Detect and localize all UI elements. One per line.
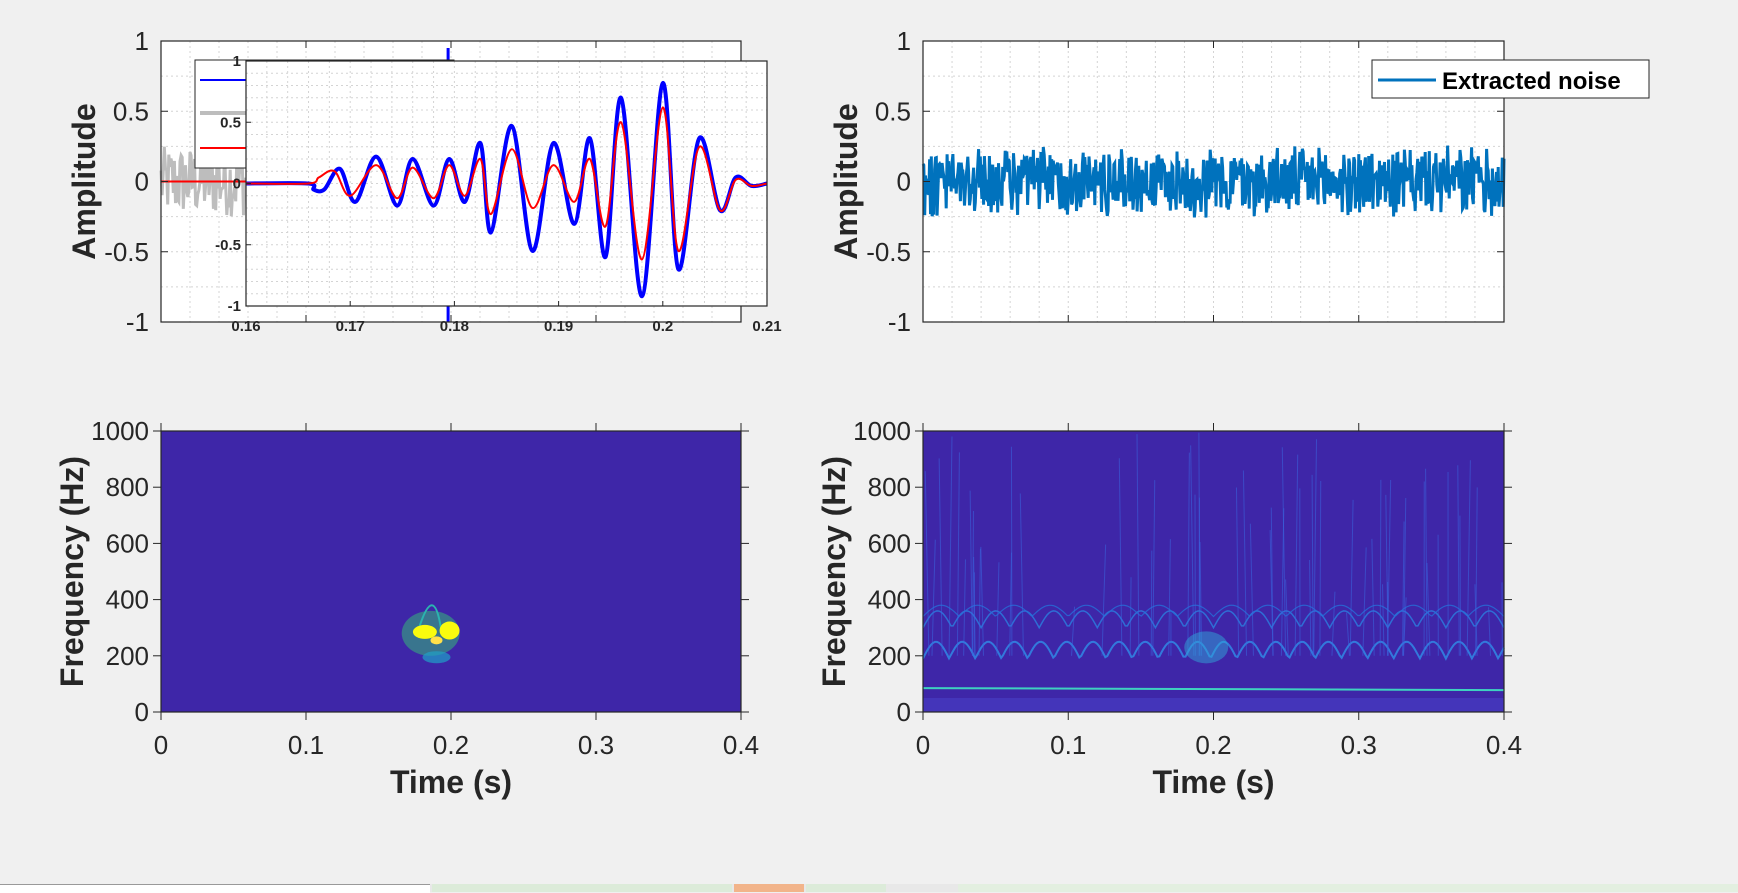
top-right-ytick: 0.5 xyxy=(875,96,911,126)
burst-region xyxy=(1184,631,1228,663)
top-left-ytick: 0.5 xyxy=(113,96,149,126)
top-left-ytick: 1 xyxy=(135,26,149,56)
y-axis-label: Frequency (Hz) xyxy=(816,456,852,687)
chart-bottom-right: 1000 800 600 400 200 00 0.1 0.2 0.3 0.4 Time (s) Fr… xyxy=(816,416,1522,800)
bottom-right-xtick: 0.3 xyxy=(1341,730,1377,760)
inset-xtick: 0.16 xyxy=(231,318,260,335)
hotspot-lower xyxy=(423,651,451,663)
top-left-ytick: -1 xyxy=(126,307,149,337)
inset-ytick: 0.5 xyxy=(220,114,241,131)
bottom-left-xtick: 0.3 xyxy=(578,730,614,760)
bottom-right-xtick: 0.1 xyxy=(1050,730,1086,760)
inset-ytick: -1 xyxy=(228,298,241,315)
bottom-left-xtick: 0.1 xyxy=(288,730,324,760)
bottom-right-xtick: 0 xyxy=(916,730,930,760)
bottom-right-ytick: 200 xyxy=(868,641,911,671)
inset-ytick: 0 xyxy=(233,176,241,193)
chart-top-right: 1 0.5 0 -0.5 -1 Amplitude Extracted noise xyxy=(828,26,1649,337)
bottom-right-ytick: 1000 xyxy=(853,416,911,446)
top-right-ytick: 0 xyxy=(897,167,911,197)
inset-ytick: -0.5 xyxy=(215,237,241,254)
bottom-left-ytick: 400 xyxy=(106,585,149,615)
y-axis-label: Amplitude xyxy=(66,103,102,259)
bottom-right-ytick: 0 xyxy=(897,697,911,727)
y-axis-label: Amplitude xyxy=(828,103,864,259)
inset-xtick: 0.21 xyxy=(752,318,781,335)
inset-xtick: 0.18 xyxy=(440,318,469,335)
bottom-left-ytick: 800 xyxy=(106,472,149,502)
bottom-right-ytick: 800 xyxy=(868,472,911,502)
legend: Extracted noise xyxy=(1372,60,1649,98)
spectral-streak xyxy=(1380,480,1381,656)
bottom-left-ytick: 600 xyxy=(106,528,149,558)
x-axis-label: Time (s) xyxy=(390,764,512,800)
bottom-right-ytick: 400 xyxy=(868,585,911,615)
x-axis-label: Time (s) xyxy=(1152,764,1274,800)
heatmap-area xyxy=(923,431,1504,712)
inset-axes: 1 0.5 0 -0.5 -1 0.16 0.17 0.18 0.19 0.2 0.21 xyxy=(215,53,781,335)
bottom-left-ytick: 1000 xyxy=(91,416,149,446)
bottom-right-xtick: 0.2 xyxy=(1195,730,1231,760)
bottom-left-ytick: 0 xyxy=(135,697,149,727)
bottom-left-ytick: 200 xyxy=(106,641,149,671)
status-bar xyxy=(0,884,1738,892)
bottom-right-ytick: 600 xyxy=(868,528,911,558)
band-low xyxy=(923,698,1504,712)
hotspot-peak xyxy=(431,636,443,644)
inset-ytick: 1 xyxy=(233,53,241,70)
top-right-ytick: -1 xyxy=(888,307,911,337)
spectral-streak xyxy=(1460,516,1461,656)
legend-label: Extracted noise xyxy=(1442,68,1621,95)
chart-bottom-left: 1000 800 600 400 200 00 0.1 0.2 0.3 0.4 Time (s) Fr… xyxy=(54,416,759,800)
chart-top-left: 10.50-0.5-1AmplitudeCND10.50-0.5-10.160.… xyxy=(66,26,782,337)
top-left-ytick: 0 xyxy=(135,167,149,197)
bottom-right-xtick: 0.4 xyxy=(1486,730,1522,760)
top-right-ytick: -0.5 xyxy=(866,237,911,267)
inset-xtick: 0.19 xyxy=(544,318,573,335)
hotspot-peak xyxy=(413,625,437,639)
bottom-left-xtick: 0.4 xyxy=(723,730,759,760)
top-left-ytick: -0.5 xyxy=(104,237,149,267)
hotspot-peak xyxy=(440,622,460,640)
y-axis-label: Frequency (Hz) xyxy=(54,456,90,687)
top-right-ytick: 1 xyxy=(897,26,911,56)
inset-xtick: 0.17 xyxy=(336,318,365,335)
bottom-left-xtick: 0 xyxy=(154,730,168,760)
heatmap-area xyxy=(161,431,741,712)
inset-xtick: 0.2 xyxy=(652,318,673,335)
spectral-streak xyxy=(1151,551,1152,656)
bottom-left-xtick: 0.2 xyxy=(433,730,469,760)
